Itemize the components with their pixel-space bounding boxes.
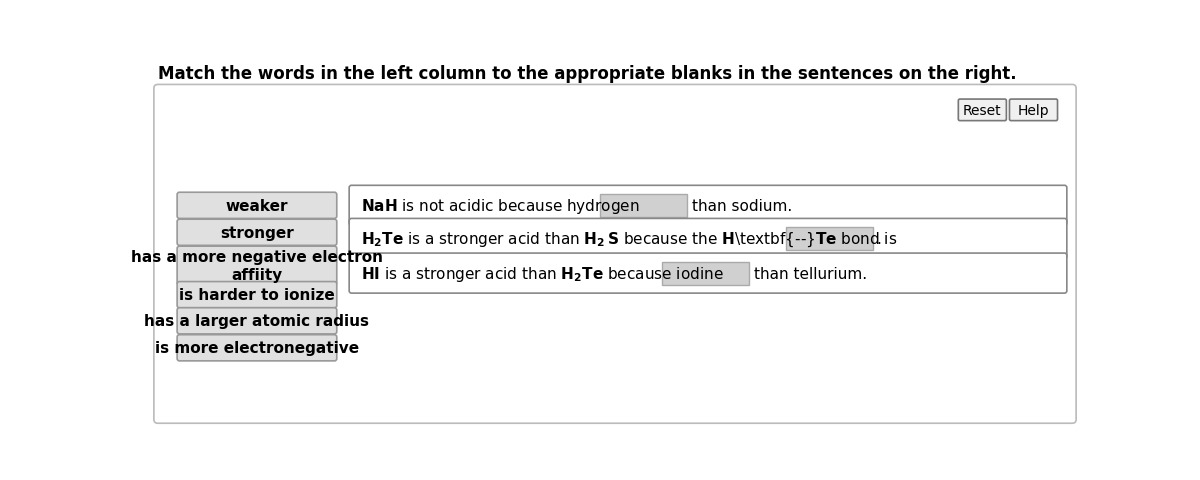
Text: Match the words in the left column to the appropriate blanks in the sentences on: Match the words in the left column to th…: [157, 64, 1016, 83]
FancyBboxPatch shape: [349, 253, 1067, 293]
FancyBboxPatch shape: [1009, 100, 1057, 121]
FancyBboxPatch shape: [600, 194, 688, 217]
Text: $\mathbf{HI}$ is a stronger acid than $\mathbf{H_2Te}$ because iodine: $\mathbf{HI}$ is a stronger acid than $\…: [361, 264, 724, 283]
Text: Help: Help: [1018, 104, 1049, 118]
Text: Reset: Reset: [964, 104, 1002, 118]
FancyBboxPatch shape: [786, 228, 874, 251]
FancyBboxPatch shape: [178, 247, 337, 285]
FancyBboxPatch shape: [178, 220, 337, 246]
FancyBboxPatch shape: [178, 335, 337, 361]
Text: than sodium.: than sodium.: [692, 198, 793, 214]
Text: .: .: [876, 231, 881, 246]
Text: than tellurium.: than tellurium.: [755, 266, 868, 281]
FancyBboxPatch shape: [154, 85, 1076, 423]
FancyBboxPatch shape: [349, 219, 1067, 259]
FancyBboxPatch shape: [178, 282, 337, 308]
Text: has a more negative electron
affiity: has a more negative electron affiity: [131, 250, 383, 282]
FancyBboxPatch shape: [959, 100, 1007, 121]
FancyBboxPatch shape: [662, 262, 749, 285]
Text: is more electronegative: is more electronegative: [155, 341, 359, 356]
Text: $\mathbf{NaH}$ is not acidic because hydrogen: $\mathbf{NaH}$ is not acidic because hyd…: [361, 196, 640, 216]
FancyBboxPatch shape: [178, 308, 337, 334]
Text: $\mathbf{H_2Te}$ is a stronger acid than $\mathbf{H_2\,S}$ because the $\mathbf{: $\mathbf{H_2Te}$ is a stronger acid than…: [361, 230, 898, 248]
Text: stronger: stronger: [220, 225, 294, 240]
Text: is harder to ionize: is harder to ionize: [179, 288, 335, 302]
Text: weaker: weaker: [226, 198, 288, 214]
FancyBboxPatch shape: [178, 193, 337, 219]
Text: has a larger atomic radius: has a larger atomic radius: [144, 313, 370, 329]
FancyBboxPatch shape: [349, 186, 1067, 226]
